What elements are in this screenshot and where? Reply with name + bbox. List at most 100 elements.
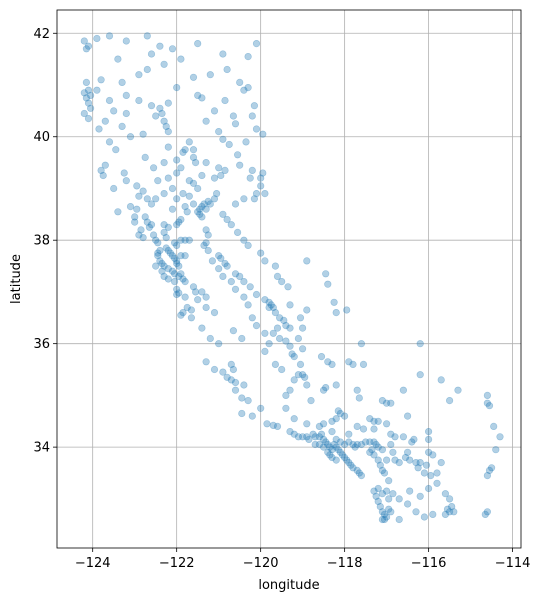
data-point (158, 259, 166, 268)
data-point (265, 303, 273, 312)
data-point (141, 153, 149, 161)
data-point (332, 435, 340, 444)
data-point (173, 156, 181, 164)
data-point (114, 208, 122, 216)
data-point (261, 190, 269, 198)
data-point (105, 96, 114, 105)
data-point (429, 451, 437, 459)
data-point (122, 109, 130, 118)
data-point (202, 159, 210, 167)
data-point (168, 267, 177, 275)
data-point (332, 381, 340, 389)
data-point (399, 433, 408, 441)
data-point (215, 128, 223, 136)
data-point (217, 254, 225, 262)
data-point (257, 404, 265, 412)
data-point (261, 347, 269, 356)
data-point (385, 477, 393, 485)
data-point (236, 78, 244, 86)
data-point (150, 164, 158, 172)
data-point (183, 303, 191, 312)
data-point (257, 182, 265, 190)
data-point (427, 472, 435, 480)
data-point (198, 94, 206, 102)
data-point (334, 446, 342, 454)
data-point (282, 322, 290, 330)
data-point (336, 409, 345, 418)
y-axis-ticks: 34 36 38 40 42 (33, 27, 57, 456)
data-point (299, 433, 307, 441)
data-point (250, 102, 258, 110)
data-point (420, 469, 429, 477)
data-point (378, 466, 387, 475)
data-point (181, 252, 189, 260)
data-point (139, 187, 147, 195)
data-point (282, 404, 290, 412)
data-point (372, 492, 380, 500)
data-point (177, 215, 185, 224)
data-point (173, 257, 181, 265)
data-point (236, 161, 244, 169)
data-point (215, 265, 223, 273)
data-point (378, 515, 387, 524)
y-tick-label: 38 (33, 234, 50, 249)
data-point (294, 334, 303, 343)
data-point (156, 246, 164, 255)
data-point (82, 78, 90, 86)
data-point (194, 296, 202, 304)
data-point (374, 417, 382, 425)
data-point (223, 262, 231, 270)
data-point (311, 433, 319, 441)
data-point (355, 469, 363, 477)
data-point (185, 192, 193, 200)
data-point (483, 399, 492, 407)
data-point (221, 166, 229, 174)
data-point (227, 221, 235, 229)
data-point (414, 464, 422, 472)
x-axis-label: longitude (258, 578, 319, 593)
x-tick-label: −114 (495, 556, 531, 571)
data-point (349, 464, 357, 472)
data-point (168, 205, 177, 213)
data-point (145, 223, 153, 231)
data-point (236, 272, 244, 281)
y-tick-label: 34 (33, 441, 50, 456)
data-point (320, 420, 328, 428)
data-point (156, 104, 164, 112)
data-point (401, 453, 410, 462)
data-point (227, 376, 235, 384)
data-point (152, 112, 160, 120)
data-point (273, 272, 282, 281)
y-tick-label: 40 (33, 130, 50, 145)
data-point (179, 275, 187, 283)
data-point (160, 60, 168, 68)
data-point (173, 241, 181, 249)
data-point (181, 278, 189, 286)
data-point (370, 417, 378, 425)
data-point (383, 399, 391, 407)
data-point (210, 309, 219, 317)
data-point (162, 234, 170, 242)
data-point (244, 52, 252, 61)
data-point (299, 324, 307, 332)
data-point (376, 461, 384, 469)
y-axis-label: latitude (9, 254, 24, 304)
data-point (387, 508, 395, 516)
data-point (248, 166, 256, 174)
data-point (210, 195, 219, 203)
data-point (158, 267, 166, 275)
data-point (244, 241, 252, 249)
data-point (324, 440, 332, 449)
data-point (303, 306, 311, 314)
data-point (261, 329, 269, 337)
data-point (189, 283, 198, 291)
data-point (194, 184, 202, 193)
data-point (120, 169, 128, 177)
data-point (395, 515, 403, 524)
data-point (276, 334, 284, 343)
data-point (357, 440, 366, 449)
data-point (231, 378, 240, 387)
data-point (343, 306, 351, 314)
data-point (404, 500, 412, 508)
data-point (215, 164, 223, 172)
